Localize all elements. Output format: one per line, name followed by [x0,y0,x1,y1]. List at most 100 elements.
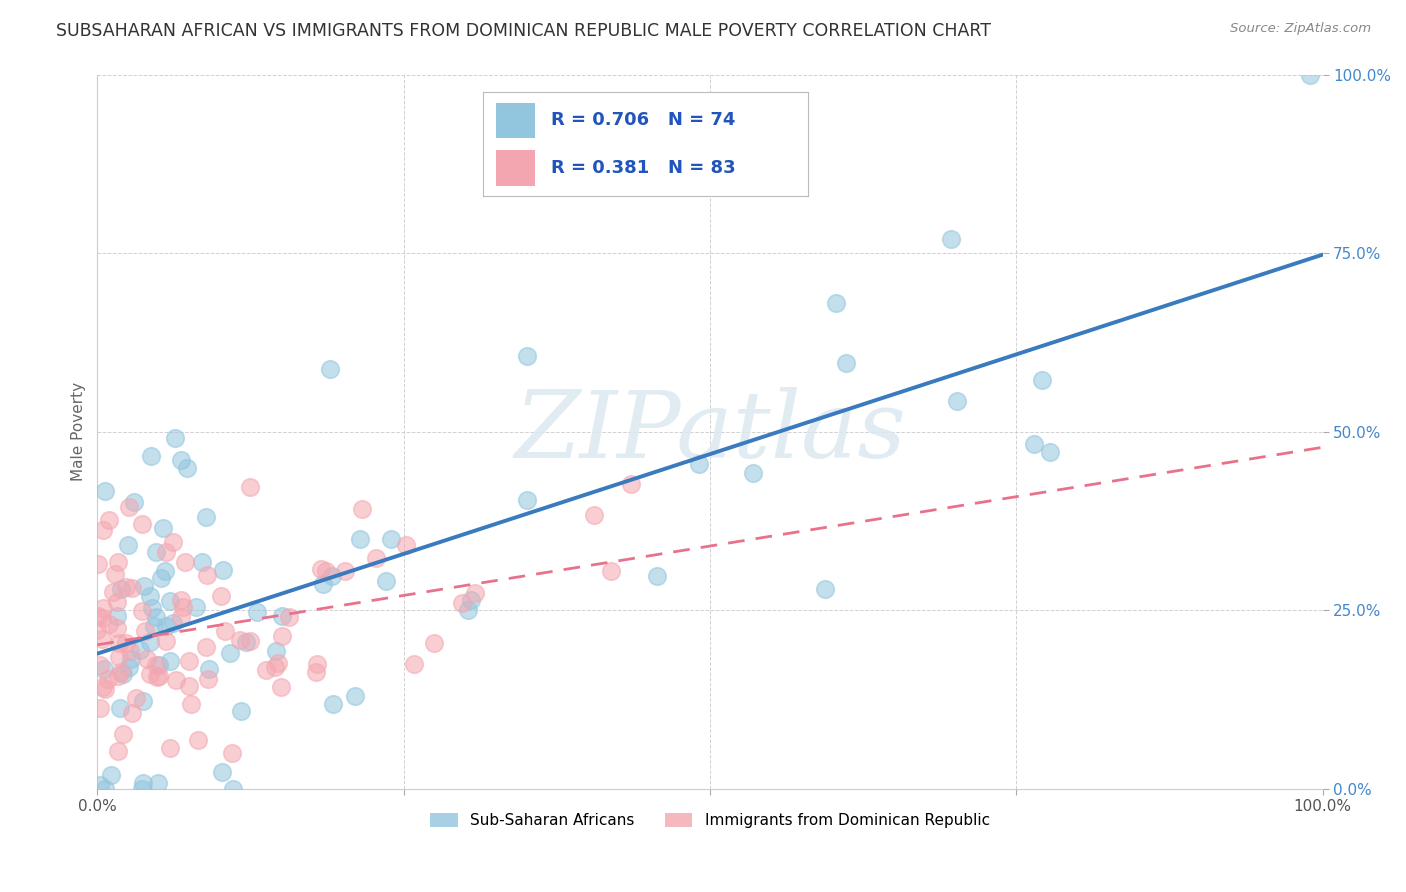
Text: ZIPatlas: ZIPatlas [515,386,905,476]
Point [110,665,132,679]
Point [98,513,121,527]
Point [254,663,277,677]
Point [159,654,181,668]
Point [89,778,111,792]
Point [267,657,290,671]
Point [134,624,156,639]
Point [464,586,486,600]
Point [104,566,127,581]
Point [115,636,138,650]
Point [198,662,221,676]
Point [450,597,472,611]
Point [271,609,294,624]
Point [105,609,128,624]
Point [246,605,269,619]
Point [191,555,214,569]
Point [145,545,167,559]
Point [134,579,156,593]
Point [946,393,969,408]
Point [688,457,710,471]
Point [212,563,235,577]
Point [270,629,292,643]
Point [321,569,343,583]
Point [742,466,765,480]
Point [107,744,129,758]
Point [277,610,299,624]
Point [1031,373,1053,387]
Point [114,580,136,594]
Point [343,689,366,703]
Point [146,670,169,684]
Point [318,361,340,376]
Point [152,521,174,535]
Point [835,356,858,370]
Point [172,600,194,615]
Point [142,619,165,633]
Point [350,501,373,516]
Point [108,700,131,714]
Point [105,621,128,635]
Point [309,562,332,576]
Point [211,764,233,779]
Point [322,698,344,712]
Point [110,582,132,597]
Point [131,781,153,796]
Point [159,741,181,756]
Point [170,593,193,607]
Point [148,669,170,683]
Point [305,657,328,671]
Point [195,640,218,655]
Point [395,538,418,552]
Point [582,508,605,522]
Point [131,604,153,618]
Point [366,550,388,565]
Point [118,500,141,515]
Point [214,624,236,638]
Point [86,623,108,637]
Point [374,574,396,588]
Point [141,601,163,615]
Point [460,592,482,607]
Point [155,564,177,578]
Point [121,581,143,595]
Point [90,611,112,625]
Point [91,523,114,537]
Point [87,609,110,624]
Point [89,658,111,673]
Point [264,643,287,657]
Point [159,594,181,608]
Point [112,726,135,740]
Point [149,571,172,585]
Point [1039,445,1062,459]
Legend: Sub-Saharan Africans, Immigrants from Dominican Republic: Sub-Saharan Africans, Immigrants from Do… [425,806,995,834]
Point [238,633,260,648]
Point [131,694,153,708]
Point [118,660,141,674]
Point [155,618,177,632]
Point [162,615,184,630]
Point [194,510,217,524]
Point [173,555,195,569]
Point [315,564,337,578]
Point [645,569,668,583]
Point [177,654,200,668]
Point [165,673,187,687]
Point [117,538,139,552]
Point [177,679,200,693]
Point [107,669,129,683]
Point [457,603,479,617]
Point [131,516,153,531]
Point [195,567,218,582]
Point [132,776,155,790]
Point [97,616,120,631]
Point [120,651,142,665]
Point [218,646,240,660]
Point [941,232,963,246]
Point [270,680,292,694]
Y-axis label: Male Poverty: Male Poverty [72,382,86,481]
Point [162,534,184,549]
Point [107,649,129,664]
Point [180,697,202,711]
Point [145,658,167,673]
Point [138,667,160,681]
